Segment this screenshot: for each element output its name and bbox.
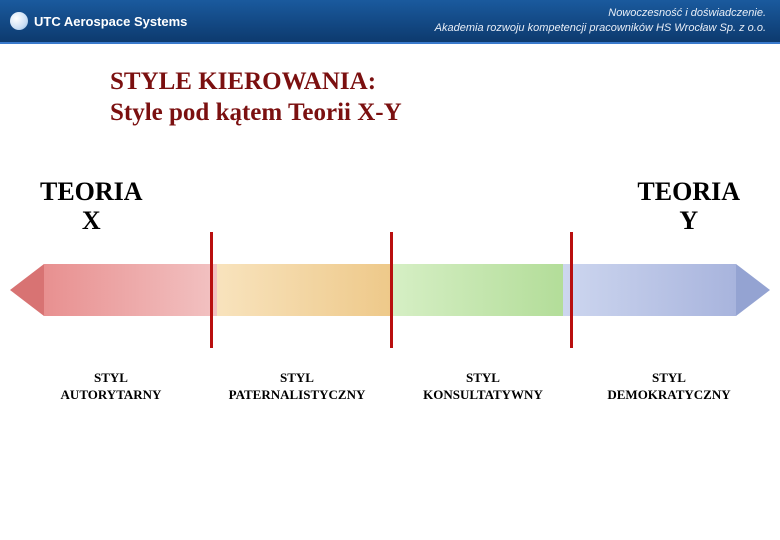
page-title: STYLE KIEROWANIA: Style pod kątem Teorii… xyxy=(110,66,780,129)
theory-labels-row: TEORIA X TEORIA Y xyxy=(0,177,780,237)
logo-icon xyxy=(10,12,28,30)
style-label-2: STYL PATERNALISTYCZNY xyxy=(204,370,390,404)
logo-text: UTC Aerospace Systems xyxy=(34,14,187,29)
style-label-1: STYL AUTORYTARNY xyxy=(18,370,204,404)
segment-1 xyxy=(44,264,217,316)
segment-4 xyxy=(563,264,736,316)
segment-2 xyxy=(217,264,390,316)
header-bar: UTC Aerospace Systems Nowoczesność i doś… xyxy=(0,0,780,44)
divider-3 xyxy=(570,232,573,348)
title-line-1: STYLE KIEROWANIA: xyxy=(110,66,780,97)
header-right: Nowoczesność i doświadczenie. Akademia r… xyxy=(435,6,766,36)
title-line-2: Style pod kątem Teorii X-Y xyxy=(110,97,780,128)
header-tagline-1: Nowoczesność i doświadczenie. xyxy=(435,6,766,21)
header-tagline-2: Akademia rozwoju kompetencji pracowników… xyxy=(435,21,766,36)
arrow-right-icon xyxy=(736,264,770,316)
spectrum xyxy=(14,244,766,334)
style-label-3: STYL KONSULTATYWNY xyxy=(390,370,576,404)
divider-1 xyxy=(210,232,213,348)
segment-3 xyxy=(390,264,563,316)
theory-y-label: TEORIA Y xyxy=(637,177,740,237)
styles-row: STYL AUTORYTARNY STYL PATERNALISTYCZNY S… xyxy=(0,370,780,404)
logo: UTC Aerospace Systems xyxy=(10,12,187,30)
theory-x-label: TEORIA X xyxy=(40,177,143,237)
divider-2 xyxy=(390,232,393,348)
style-label-4: STYL DEMOKRATYCZNY xyxy=(576,370,762,404)
